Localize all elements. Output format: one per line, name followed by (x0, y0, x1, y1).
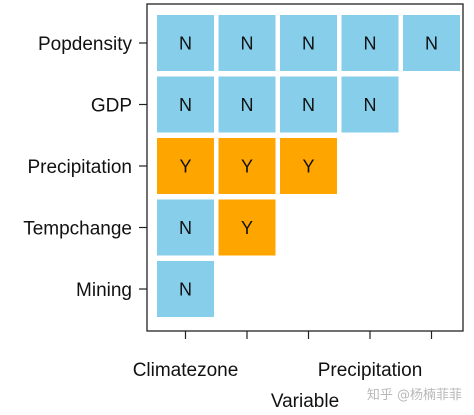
cell-label: N (302, 95, 315, 115)
heatmap-cell (403, 15, 460, 71)
heatmap-cell (218, 199, 276, 256)
x-tick-label: Precipitation (318, 360, 423, 381)
heatmap-cell (157, 138, 214, 194)
cell-label: Y (302, 157, 314, 177)
cell-label: Y (179, 157, 191, 177)
heatmap-cell (157, 15, 214, 71)
y-tick-label: Precipitation (27, 157, 132, 178)
x-tick-label: Climatezone (133, 360, 239, 381)
plot-frame (146, 3, 464, 332)
cell-label: N (364, 34, 377, 54)
cell-label: Y (241, 218, 253, 238)
y-tick-label: Mining (76, 280, 132, 301)
y-tick-label: GDP (91, 96, 132, 117)
heatmap-cell (280, 76, 337, 133)
heatmap-cell (157, 261, 214, 317)
cell-label: N (179, 280, 192, 300)
cell-label: N (179, 218, 192, 238)
heatmap-cell (218, 138, 276, 194)
y-tick-label: Tempchange (23, 219, 132, 240)
heatmap-cell (341, 15, 399, 71)
cell-label: N (302, 34, 315, 54)
heatmap-cell (218, 76, 276, 133)
cell-label: N (179, 95, 192, 115)
x-axis-title: Variable (271, 391, 339, 412)
y-tick-label: Popdensity (38, 34, 133, 55)
cell-label: N (241, 34, 254, 54)
chart-axes: Popdensity GDP Precipitation Tempchange Mini… (23, 3, 464, 412)
watermark: 知乎 @杨楠菲菲 (366, 388, 462, 403)
cell-label: N (241, 95, 254, 115)
cell-label: N (179, 34, 192, 54)
heatmap-cell (218, 15, 276, 71)
heatmap-cell (280, 138, 337, 194)
heatmap-cell (341, 76, 399, 133)
heatmap-cell (157, 199, 214, 256)
heatmap-cells: N N N N N N N N N Y Y Y N Y N (157, 15, 460, 317)
heatmap-cell (157, 76, 214, 133)
heatmap-cell (280, 15, 337, 71)
cell-label: Y (241, 157, 253, 177)
cell-label: N (364, 95, 377, 115)
cell-label: N (425, 34, 438, 54)
